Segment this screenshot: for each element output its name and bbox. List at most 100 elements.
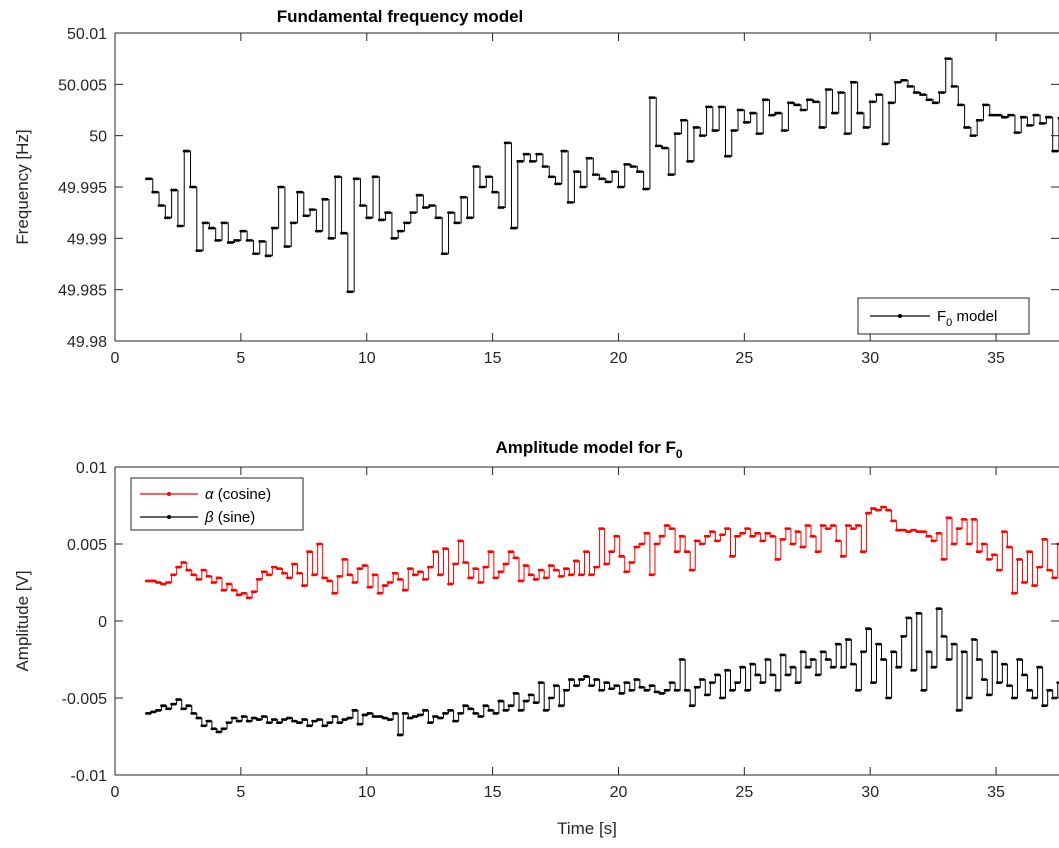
- data-point: [268, 254, 272, 258]
- data-point: [201, 221, 205, 225]
- data-point: [409, 211, 413, 215]
- data-point: [321, 197, 325, 201]
- data-point: [721, 105, 725, 109]
- data-point: [904, 78, 908, 82]
- data-point: [791, 101, 794, 105]
- data-point: [969, 542, 972, 546]
- data-point: [935, 101, 939, 105]
- data-point: [195, 249, 199, 253]
- x-tick-label: 15: [484, 350, 502, 367]
- data-point: [631, 561, 635, 564]
- data-point: [938, 91, 941, 94]
- data-point: [849, 80, 853, 84]
- data-point: [153, 190, 157, 194]
- data-point: [539, 152, 543, 156]
- data-point: [818, 126, 822, 129]
- data-point: [212, 226, 216, 230]
- data-point: [166, 216, 169, 220]
- data-point: [541, 165, 545, 168]
- data-point: [515, 556, 519, 560]
- data-point: [712, 681, 716, 684]
- data-point: [1044, 537, 1048, 541]
- data-point: [828, 527, 831, 530]
- data-point: [820, 126, 824, 129]
- data-point: [424, 206, 427, 209]
- data-point: [908, 84, 912, 88]
- data-point: [787, 527, 791, 530]
- data-point: [853, 662, 857, 666]
- data-point: [430, 721, 434, 725]
- data-point: [438, 216, 442, 220]
- data-point: [172, 188, 176, 192]
- data-point: [340, 231, 343, 235]
- data-point: [877, 93, 880, 96]
- data-point: [354, 581, 358, 584]
- data-point: [258, 240, 262, 243]
- data-point: [223, 727, 227, 731]
- data-point: [400, 578, 403, 581]
- data-point: [1040, 121, 1044, 125]
- data-point: [707, 693, 711, 697]
- legend-rest-alpha: (cosine): [214, 486, 272, 503]
- data-point: [654, 144, 658, 148]
- data-point: [677, 132, 681, 136]
- data-point: [858, 524, 862, 527]
- data-point: [730, 129, 734, 132]
- data-point: [950, 84, 954, 88]
- data-point: [228, 241, 232, 244]
- data-point: [312, 208, 316, 211]
- data-point: [610, 170, 614, 174]
- data-point: [875, 93, 878, 96]
- data-point: [862, 126, 866, 129]
- data-point: [828, 658, 831, 661]
- data-point: [621, 554, 625, 558]
- data-point: [786, 101, 790, 105]
- x-tick-label: 5: [236, 784, 245, 801]
- data-point: [774, 111, 778, 115]
- data-point: [954, 84, 958, 88]
- data-point: [948, 516, 952, 520]
- data-point: [440, 573, 444, 577]
- data-point: [556, 182, 560, 186]
- data-point: [520, 579, 524, 583]
- data-point: [802, 545, 806, 549]
- data-point: [1014, 591, 1018, 595]
- data-point: [507, 141, 511, 145]
- data-point: [747, 527, 751, 530]
- data-point: [616, 534, 620, 538]
- data-point: [797, 530, 801, 534]
- data-point: [1049, 688, 1053, 692]
- data-point: [460, 539, 464, 543]
- data-point: [742, 665, 746, 669]
- data-point: [927, 98, 931, 102]
- data-point: [964, 517, 967, 521]
- data-point: [933, 539, 937, 543]
- data-point: [1034, 696, 1038, 700]
- data-point: [435, 550, 439, 554]
- data-point: [925, 98, 929, 102]
- data-point: [792, 665, 796, 669]
- data-point: [591, 573, 595, 577]
- data-point: [528, 159, 532, 163]
- data-point: [998, 113, 1002, 117]
- data-point: [395, 571, 398, 575]
- data-point: [168, 581, 172, 584]
- data-point: [1019, 115, 1023, 119]
- y-tick-label: 49.98: [67, 334, 107, 351]
- data-point: [757, 132, 761, 136]
- data-point: [213, 727, 217, 731]
- data-point: [835, 111, 839, 115]
- data-point: [284, 571, 288, 575]
- data-point: [155, 190, 159, 194]
- data-point: [1034, 113, 1038, 117]
- data-point: [369, 585, 373, 589]
- legend-label-alpha: α (cosine): [205, 486, 271, 503]
- data-point: [617, 185, 620, 189]
- x-tick-label: 20: [610, 350, 628, 367]
- data-point: [556, 684, 560, 688]
- y-tick-label: 0.005: [67, 537, 107, 554]
- data-point: [740, 108, 744, 112]
- data-point: [665, 146, 669, 150]
- data-point: [396, 229, 400, 233]
- data-point: [478, 185, 482, 189]
